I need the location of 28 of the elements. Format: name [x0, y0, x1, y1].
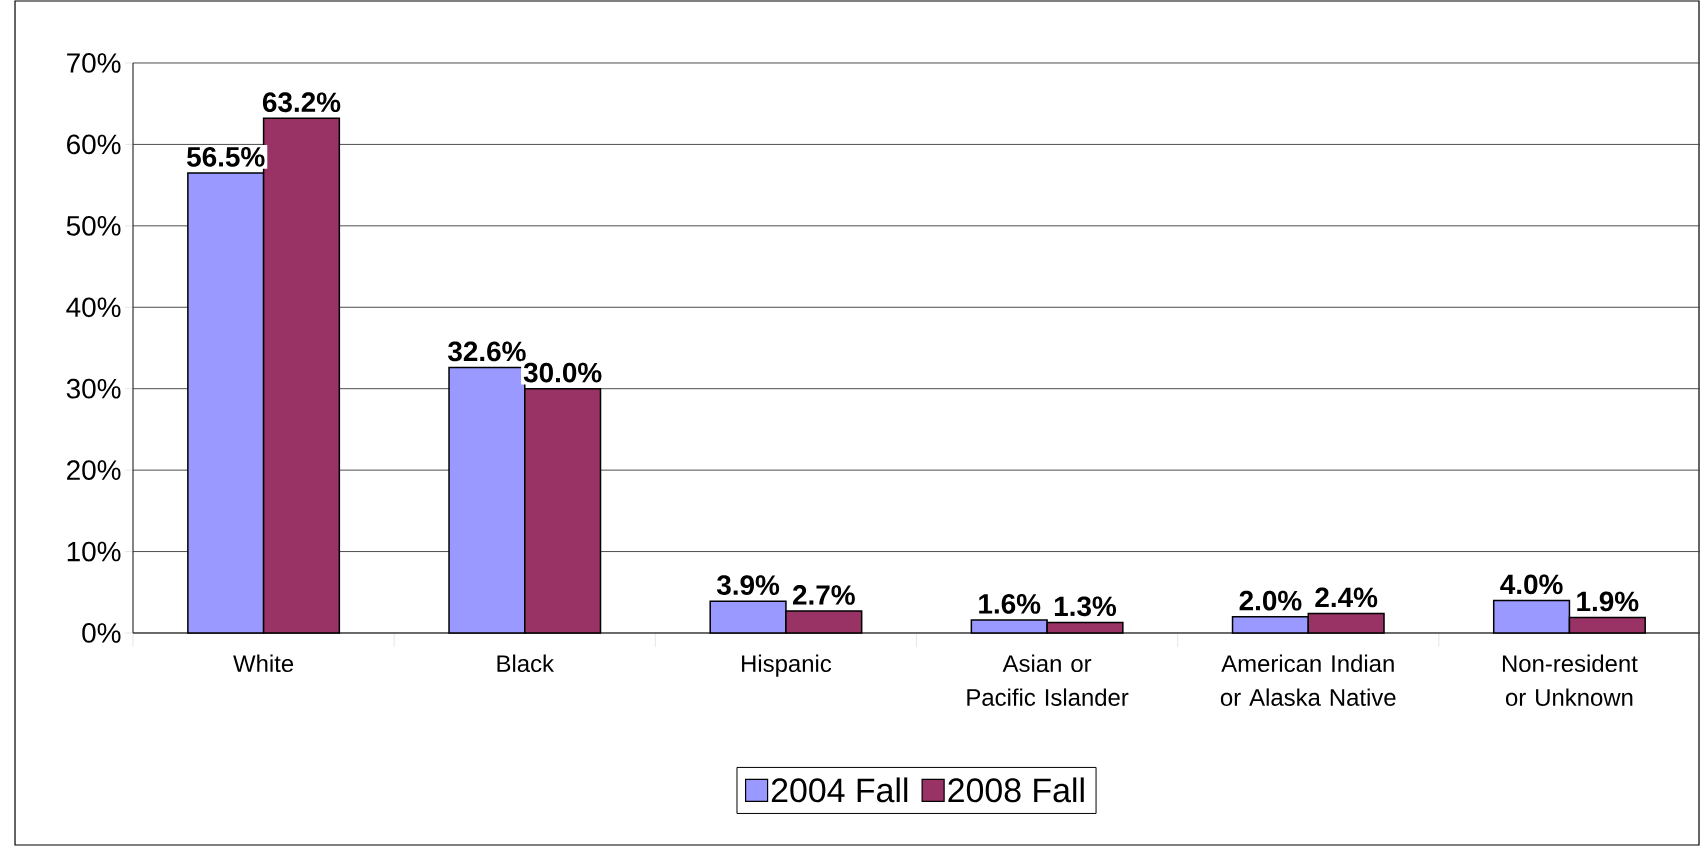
x-tick-label: Hispanic: [742, 654, 832, 677]
data-label: 63.2%: [262, 92, 341, 113]
legend-label: 2004 Fall: [771, 777, 908, 803]
data-label: 32.6%: [447, 341, 526, 362]
y-tick-label: 20%: [67, 460, 121, 480]
data-label: 30.0%: [523, 362, 602, 383]
data-label: 2.0%: [1239, 590, 1302, 611]
y-tick-label: 60%: [67, 134, 121, 155]
y-tick-label: 10%: [67, 541, 121, 562]
data-label: 3.9%: [716, 575, 780, 596]
x-tick-label: White: [233, 654, 294, 673]
y-tick-label: 30%: [66, 378, 121, 399]
data-label: 4.0%: [1500, 574, 1563, 595]
x-tick-label: American Indian or Alaska Native: [1220, 654, 1396, 706]
legend-label: 2008 Fall: [948, 777, 1084, 803]
data-label: 56.5%: [187, 146, 265, 167]
data-label: 1.6%: [979, 594, 1041, 614]
data-label: 1.3%: [1054, 596, 1117, 617]
data-label: 2.4%: [1315, 587, 1378, 608]
x-tick-label: Black: [497, 654, 555, 673]
data-label: 1.9%: [1577, 591, 1639, 612]
data-label: 2.7%: [792, 585, 855, 605]
y-tick-label: 0%: [82, 623, 121, 643]
y-tick-label: 40%: [66, 297, 121, 318]
y-tick-label: 70%: [67, 53, 121, 73]
y-tick-label: 50%: [66, 215, 121, 236]
x-tick-label: Asian or Pacific Islander: [967, 654, 1129, 706]
x-tick-label: Non-resident or Unknown: [1502, 654, 1638, 706]
